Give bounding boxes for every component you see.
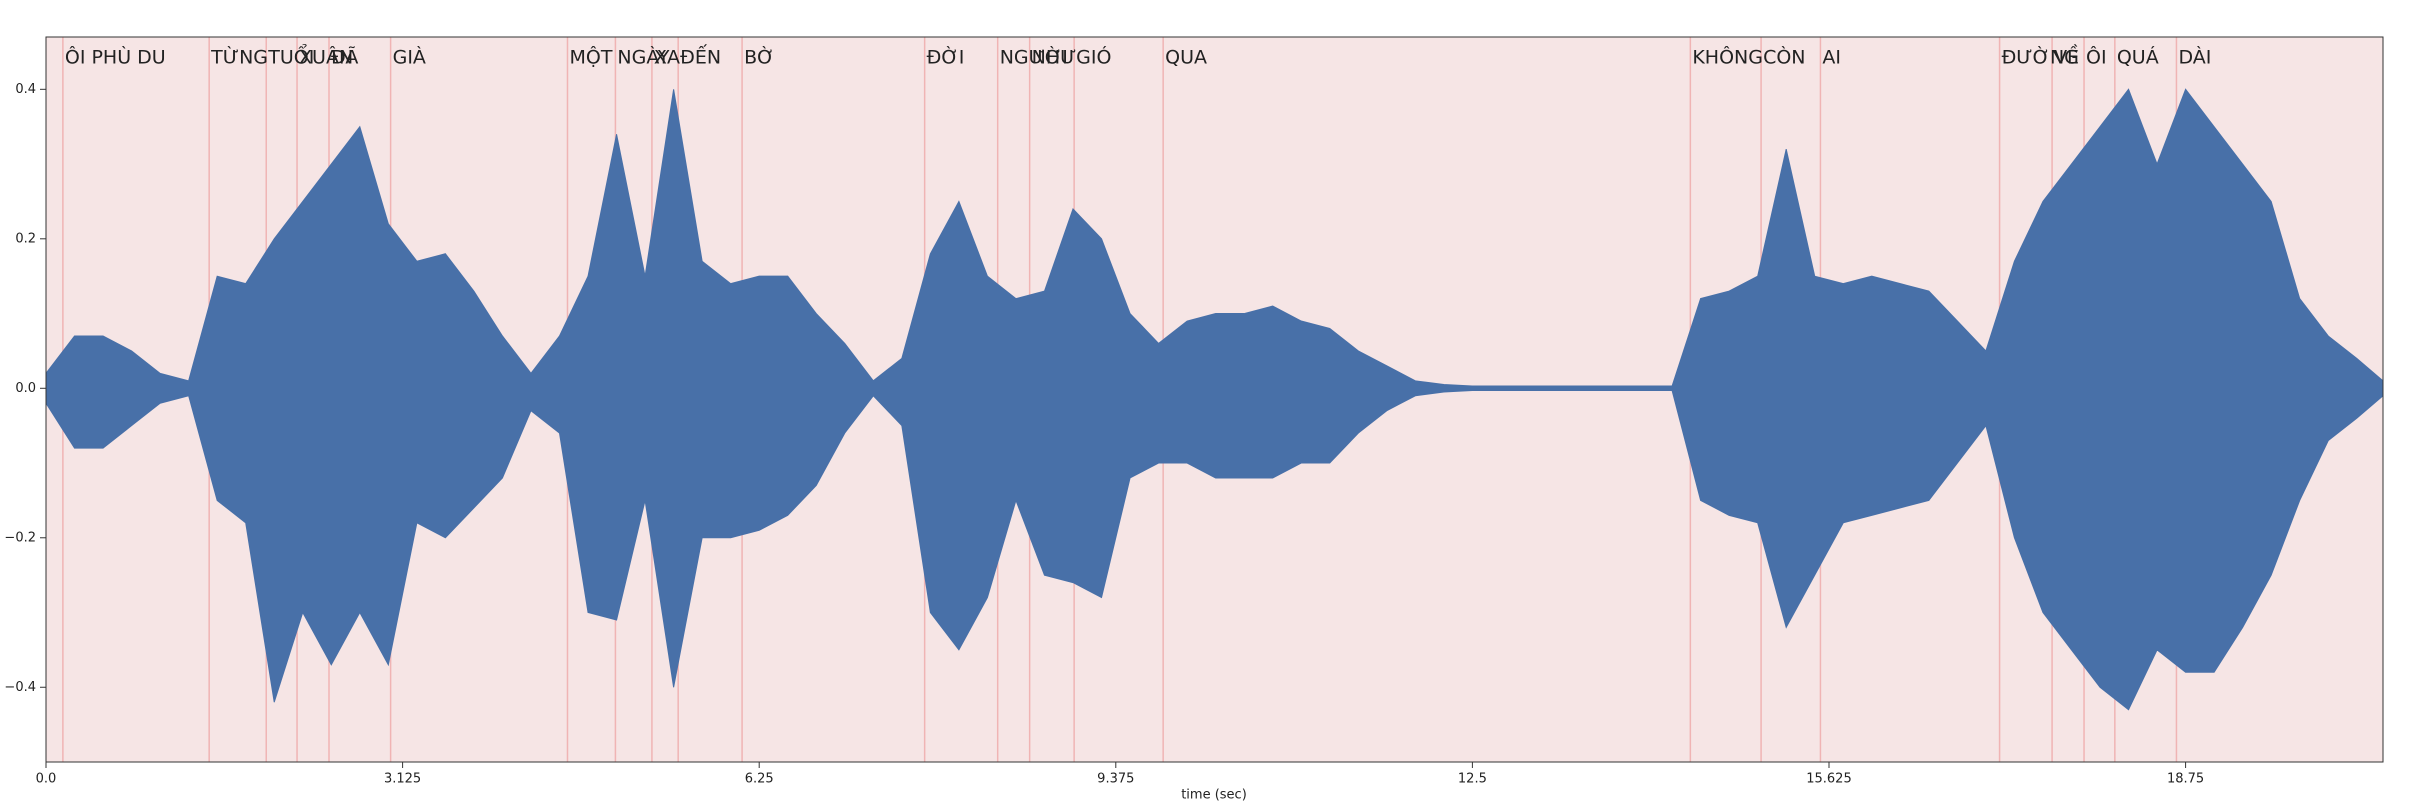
x-tick-label: 9.375 <box>1097 772 1134 787</box>
word-label: QUÁ <box>2117 46 2159 69</box>
waveform-envelope <box>45 88 2384 389</box>
x-axis-label: time (sec) <box>1181 788 1247 803</box>
x-tick-label: 12.5 <box>1458 772 1487 787</box>
word-label: KHÔNG <box>1692 45 1763 69</box>
y-tick-label: 0.4 <box>15 82 36 97</box>
word-label: ÔI PHÙ DU <box>65 45 166 69</box>
word-label: CÒN <box>1763 45 1805 69</box>
word-label: GIÓ <box>1076 45 1111 69</box>
word-label: VỀ <box>2054 44 2079 69</box>
word-label: ĐƯỜNG <box>2002 45 2079 69</box>
word-label: AI <box>1822 47 1841 69</box>
y-tick-label: 0.0 <box>15 381 36 396</box>
word-label: TỪNG <box>210 45 268 69</box>
x-tick-label: 6.25 <box>745 772 774 787</box>
word-label: BỜ <box>744 45 774 69</box>
word-label: GIÀ <box>393 46 426 69</box>
x-tick-label: 15.625 <box>1806 772 1852 787</box>
word-label: ÔI <box>2086 45 2107 69</box>
plot-frame <box>45 36 2384 763</box>
y-tick-label: −0.2 <box>4 530 36 545</box>
x-tick-label: 0.0 <box>36 772 57 787</box>
y-tick-label: 0.2 <box>15 231 36 246</box>
y-tick-label: −0.4 <box>4 680 36 695</box>
word-label: ĐỜI <box>927 45 965 69</box>
word-label: ĐẾN <box>680 44 721 69</box>
x-tick-label: 18.75 <box>2167 772 2204 787</box>
word-label: TUỔI <box>267 43 314 69</box>
word-label: MỘT <box>569 45 612 69</box>
x-tick-label: 3.125 <box>384 772 421 787</box>
waveform-envelope <box>45 387 2384 711</box>
word-label: ĐÃ <box>331 46 358 69</box>
word-label: NGÀY <box>617 46 669 69</box>
word-label: NHƯ <box>1032 47 1077 69</box>
word-label: NGƯỜI <box>1000 45 1068 69</box>
word-label: QUA <box>1165 47 1207 69</box>
word-label: DÀI <box>2178 46 2211 69</box>
word-label: XA <box>654 47 680 69</box>
word-label: XUÂN <box>299 46 353 69</box>
